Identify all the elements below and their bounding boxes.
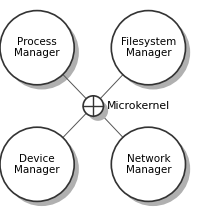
Circle shape — [116, 15, 190, 89]
Circle shape — [83, 96, 103, 116]
Circle shape — [111, 11, 186, 85]
Circle shape — [0, 127, 74, 201]
Circle shape — [88, 100, 108, 121]
Circle shape — [111, 127, 186, 201]
Circle shape — [116, 132, 190, 206]
Text: Device
Manager: Device Manager — [14, 153, 60, 175]
Circle shape — [5, 15, 79, 89]
Circle shape — [5, 132, 79, 206]
Circle shape — [0, 11, 74, 85]
Text: Microkernel: Microkernel — [107, 101, 170, 111]
Text: Filesystem
Manager: Filesystem Manager — [121, 37, 176, 59]
Text: Process
Manager: Process Manager — [14, 37, 60, 59]
Text: Network
Manager: Network Manager — [126, 153, 171, 175]
